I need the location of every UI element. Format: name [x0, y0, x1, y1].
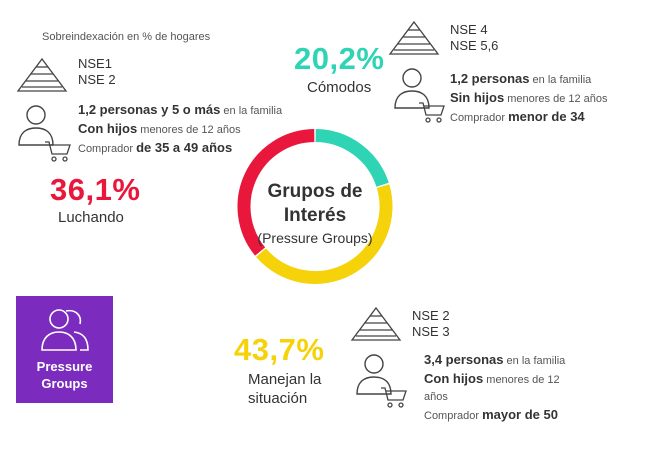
luchando-nse: NSE1 NSE 2: [78, 56, 116, 88]
comodos-line1-rest: en la familia: [529, 74, 592, 86]
comodos-nse-2: NSE 5,6: [450, 38, 499, 53]
luchando-percent: 36,1%: [50, 172, 141, 207]
comodos-percent: 20,2%: [294, 41, 385, 76]
cart-icon: [419, 102, 445, 123]
manejan-info: 3,4 personas en la familia Con hijos men…: [424, 351, 584, 425]
comodos-line3-bold: menor de 34: [508, 109, 585, 124]
manejan-label-line1: Manejan la: [248, 371, 322, 388]
pressure-groups-line2: Groups: [41, 376, 88, 391]
pressure-groups-label: Pressure Groups: [16, 358, 113, 392]
subtitle: Sobreindexación en % de hogares: [42, 31, 211, 43]
luchando-line2-rest: menores de 12 años: [137, 124, 241, 136]
comodos-nse: NSE 4 NSE 5,6: [450, 22, 498, 54]
luchando-line3-bold: de 35 a 49 años: [136, 140, 233, 155]
center-title: Grupos de Interés: [230, 180, 400, 228]
pressure-groups-line1: Pressure: [36, 359, 93, 374]
manejan-line2-rest: menores de 12: [483, 374, 560, 386]
comodos-line3-pre: Comprador: [450, 112, 509, 124]
pyramid-icon: [388, 20, 440, 55]
slice-manejan: [256, 184, 393, 284]
manejan-nse-2: NSE 3: [412, 324, 450, 339]
center-subtitle: (Pressure Groups): [257, 230, 373, 246]
luchando-line2-bold: Con hijos: [78, 121, 138, 136]
center-title-line1: Grupos de: [267, 181, 363, 202]
comodos-nse-1: NSE 4: [450, 22, 488, 37]
comodos-line1-bold: 1,2 personas: [450, 71, 530, 86]
comodos-line2-bold: Sin hijos: [450, 90, 505, 105]
luchando-line1-bold: 1,2 personas y 5 o más: [78, 102, 221, 117]
person-icon: [394, 68, 430, 109]
center-title-line2: Interés: [283, 205, 347, 226]
luchando-line3-pre: Comprador: [78, 143, 137, 155]
manejan-line2b: años: [424, 391, 448, 403]
comodos-line2-rest: menores de 12 años: [504, 93, 608, 105]
luchando-line1-rest: en la familia: [220, 105, 283, 117]
person-icon: [18, 105, 54, 146]
people-icon: [41, 309, 89, 351]
slice-comodos: [315, 129, 389, 187]
slice-luchando: [237, 129, 315, 256]
person-icon: [356, 354, 392, 395]
pressure-groups-badge: Pressure Groups: [16, 296, 113, 403]
comodos-info: 1,2 personas en la familia Sin hijos men…: [450, 70, 665, 127]
manejan-line1-rest: en la familia: [503, 355, 566, 367]
cart-icon: [45, 141, 71, 162]
pyramid-icon: [350, 306, 402, 341]
manejan-line3-bold: mayor de 50: [482, 407, 558, 422]
luchando-info: 1,2 personas y 5 o más en la familia Con…: [78, 101, 328, 158]
manejan-label-line2: situación: [248, 390, 308, 407]
manejan-percent: 43,7%: [234, 332, 325, 367]
luchando-nse-1: NSE1: [78, 56, 112, 71]
manejan-line2-bold: Con hijos: [424, 371, 484, 386]
luchando-nse-2: NSE 2: [78, 72, 116, 87]
manejan-label: Manejan la situación: [248, 370, 321, 408]
pyramid-icon: [16, 57, 68, 92]
manejan-nse: NSE 2 NSE 3: [412, 308, 450, 340]
comodos-label: Cómodos: [307, 79, 372, 96]
donut-chart: [237, 129, 393, 284]
manejan-line3-pre: Comprador: [424, 410, 483, 422]
manejan-line1-bold: 3,4 personas: [424, 352, 504, 367]
luchando-label: Luchando: [58, 209, 124, 226]
cart-icon: [381, 387, 407, 408]
manejan-nse-1: NSE 2: [412, 308, 450, 323]
